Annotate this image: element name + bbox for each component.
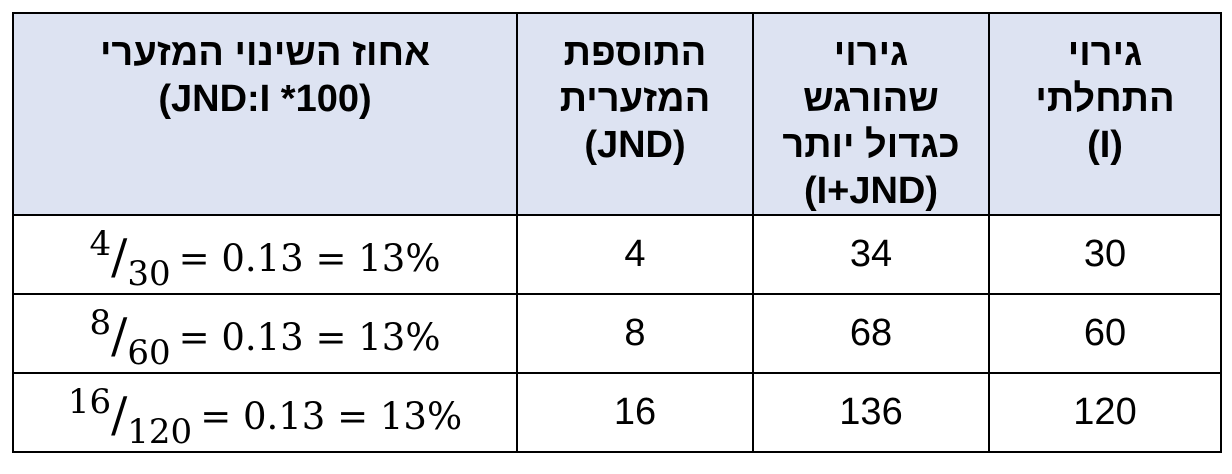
header-initial-line-3: (I) [1087,124,1123,166]
table-row: 30 34 4 4/30 = 0.13 = 13% [12,214,1222,295]
cell-perceived: 136 [752,372,990,453]
formula-result: = 0.13 = 13% [200,394,463,438]
percent-formula: 16/120 = 0.13 = 13% [67,381,463,452]
percent-formula: 8/60 = 0.13 = 13% [89,302,441,373]
fraction-denominator: 30 [127,253,171,294]
percent-formula: 4/30 = 0.13 = 13% [89,223,441,294]
cell-percent: 4/30 = 0.13 = 13% [12,214,518,295]
header-initial-line-1: גירוי [1067,32,1143,74]
fraction-slash: / [111,307,128,364]
cell-initial: 30 [988,214,1222,295]
header-jnd-line-2: המזערית [559,78,711,120]
fraction-numerator: 4 [89,223,112,264]
header-row: גירוי התחלתי (I) גירוי שהורגש כגדול יותר… [12,12,1222,216]
header-perceived-stimulus: גירוי שהורגש כגדול יותר (I+JND) [752,12,990,216]
header-percent-line-2: (JND:I *100) [158,78,372,120]
fraction-slash: / [111,386,128,443]
header-jnd-line-1: התוספת [563,32,707,74]
header-perceived-line-2: שהורגש [803,78,939,120]
header-jnd-line-3: (JND) [584,124,686,166]
cell-percent: 16/120 = 0.13 = 13% [12,372,518,453]
fraction-numerator: 16 [67,381,112,422]
header-perceived-line-1: גירוי [833,32,909,74]
cell-initial: 120 [988,372,1222,453]
fraction-denominator: 120 [127,411,193,452]
formula-result: = 0.13 = 13% [178,315,441,359]
cell-perceived: 68 [752,293,990,374]
formula-result: = 0.13 = 13% [178,236,441,280]
table-row: 120 136 16 16/120 = 0.13 = 13% [12,372,1222,453]
header-initial-line-2: התחלתי [1035,78,1175,120]
cell-initial: 60 [988,293,1222,374]
jnd-table: גירוי התחלתי (I) גירוי שהורגש כגדול יותר… [12,12,1222,453]
table-row: 60 68 8 8/60 = 0.13 = 13% [12,293,1222,374]
header-percent-line-1: אחוז השינוי המזערי [99,32,431,74]
fraction-numerator: 8 [89,302,112,343]
header-perceived-line-4: (I+JND) [803,170,939,212]
header-initial-stimulus: גירוי התחלתי (I) [988,12,1222,216]
cell-jnd: 8 [516,293,754,374]
cell-perceived: 34 [752,214,990,295]
fraction-denominator: 60 [127,332,171,373]
header-percent-change: אחוז השינוי המזערי (JND:I *100) [12,12,518,216]
cell-jnd: 16 [516,372,754,453]
fraction-slash: / [111,228,128,285]
header-minimal-addition: התוספת המזערית (JND) [516,12,754,216]
header-perceived-line-3: כגדול יותר [782,124,960,166]
cell-percent: 8/60 = 0.13 = 13% [12,293,518,374]
cell-jnd: 4 [516,214,754,295]
